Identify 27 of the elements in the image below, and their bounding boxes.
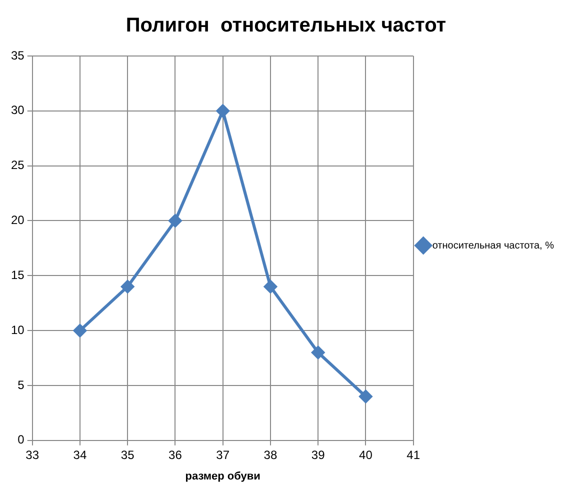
point <box>312 346 325 360</box>
x-tick-label: 35 <box>120 448 135 462</box>
legend-label: относительная частота, % <box>432 240 554 252</box>
x-tick-label: 34 <box>73 448 87 462</box>
point <box>73 324 86 338</box>
y-tick-label: 10 <box>10 322 25 337</box>
x-tick-label: 37 <box>216 448 230 462</box>
x-tick-label: 38 <box>264 448 278 462</box>
y-tick-label: 30 <box>10 103 25 118</box>
y-tick-label: 15 <box>10 268 25 282</box>
chart-title: Полигон относительных частот <box>126 14 446 37</box>
x-tick-label: 33 <box>26 448 40 462</box>
x-tick-label: 40 <box>359 448 373 462</box>
point <box>168 214 182 228</box>
y-tick-label: 25 <box>10 158 25 172</box>
point <box>216 104 230 118</box>
x-tick-label: 36 <box>168 448 182 462</box>
x-axis-title: размер обуви <box>185 470 260 482</box>
y-tick-label: 0 <box>18 432 25 447</box>
point <box>264 280 277 294</box>
x-tick-label: 39 <box>311 448 326 462</box>
x-tick-label: 41 <box>406 448 420 462</box>
y-tick-label: 5 <box>18 378 25 392</box>
point <box>121 280 134 294</box>
y-tick-label: 20 <box>10 213 25 228</box>
y-tick-label: 35 <box>10 48 25 62</box>
point <box>359 390 372 403</box>
